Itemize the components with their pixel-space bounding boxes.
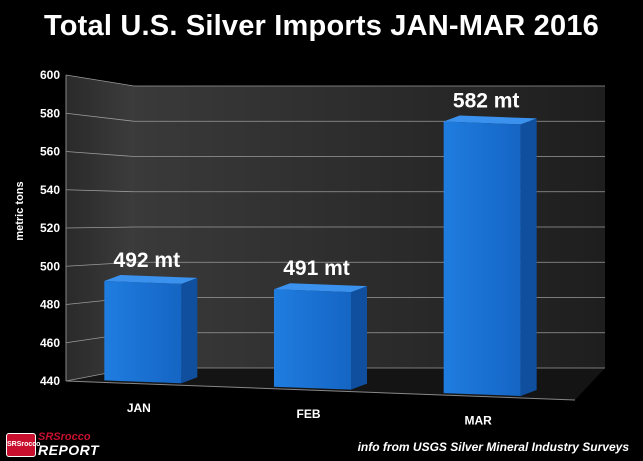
x-axis-ticks: JAN FEB MAR bbox=[127, 401, 492, 428]
x-axis-line bbox=[65, 380, 576, 401]
x-tick-label: MAR bbox=[465, 414, 493, 428]
y-tick-label: 460 bbox=[40, 336, 60, 350]
source-note: info from USGS Silver Mineral Industry S… bbox=[357, 440, 629, 454]
data-label: 582 mt bbox=[453, 90, 520, 113]
y-tick-label: 600 bbox=[40, 68, 60, 82]
srsrocco-logo: SRSrocco SRSrocco REPORT bbox=[6, 431, 122, 458]
logo-brand-top: SRSrocco bbox=[38, 431, 91, 443]
gridline-side bbox=[65, 226, 135, 229]
bar-mar bbox=[443, 115, 537, 396]
bar-side bbox=[181, 277, 198, 384]
bar-side bbox=[520, 118, 537, 396]
x-tick-label: FEB bbox=[297, 407, 321, 421]
logo-badge: SRSrocco bbox=[6, 433, 40, 457]
bar-front bbox=[104, 280, 182, 384]
gridline-side bbox=[65, 261, 135, 267]
y-tick-label: 440 bbox=[40, 374, 60, 388]
bar-top bbox=[274, 283, 367, 293]
y-tick-label: 560 bbox=[40, 145, 60, 159]
gridline-side bbox=[65, 189, 135, 193]
bar-side bbox=[351, 286, 367, 390]
bar-jan bbox=[104, 274, 198, 384]
x-tick-label: JAN bbox=[127, 401, 151, 415]
y-tick-label: 480 bbox=[40, 298, 60, 312]
logo-brand-bottom: REPORT bbox=[38, 442, 100, 458]
y-tick-label: 520 bbox=[40, 221, 60, 235]
chart-title: Total U.S. Silver Imports JAN-MAR 2016 bbox=[44, 10, 599, 42]
data-label: 491 mt bbox=[283, 257, 350, 280]
y-tick-label: 540 bbox=[40, 183, 60, 197]
y-tick-label: 500 bbox=[40, 259, 60, 273]
bar-top bbox=[104, 274, 198, 284]
bar-top bbox=[443, 115, 537, 125]
bar-feb bbox=[274, 283, 367, 390]
gridline-side bbox=[65, 112, 135, 122]
y-axis-ticks: 440 460 480 500 520 540 560 580 600 bbox=[40, 68, 60, 388]
data-label: 492 mt bbox=[114, 249, 181, 272]
bars: 492 mt 491 mt 582 mt bbox=[104, 90, 537, 396]
gridline-side bbox=[65, 74, 135, 87]
bar-front bbox=[443, 121, 521, 396]
bar-front bbox=[274, 289, 351, 390]
y-tick-label: 580 bbox=[40, 106, 60, 120]
gridline-side bbox=[65, 151, 135, 157]
